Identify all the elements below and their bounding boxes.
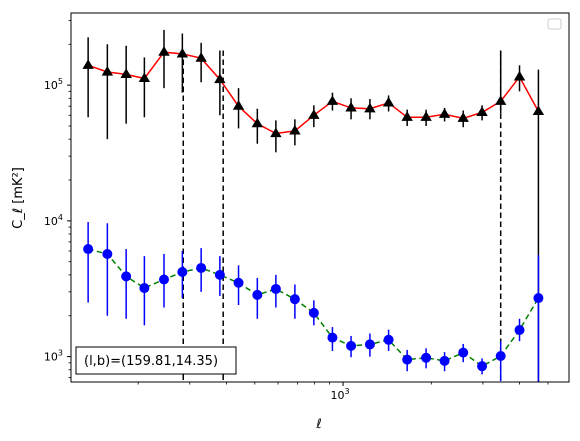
series-0-point-14 [345,101,357,112]
series-0-point-12 [308,109,320,119]
series-0-point-21 [476,106,488,116]
series-1-point-24 [533,293,544,304]
series-0-point-5 [176,47,189,58]
series-0 [82,29,545,382]
series-1-point-13 [327,332,338,343]
series-1-point-21 [477,361,488,372]
y-tick-label-2: 105 [44,77,63,92]
series-0-point-15 [364,102,376,113]
series-0-point-17 [401,111,413,121]
series-0-point-20 [457,112,469,122]
series-1-point-15 [364,339,375,350]
series-1-point-10 [270,283,281,294]
axis-ticks: 103 104 105 103 [44,19,549,402]
series-0-point-7 [214,73,226,84]
series-1-point-12 [308,307,319,318]
series-1-point-9 [252,289,263,300]
series-1-point-22 [495,351,506,362]
series-0-point-23 [513,70,526,81]
series-1-point-7 [214,269,225,280]
series-1-point-4 [159,274,170,285]
series-0-point-24 [532,105,545,116]
series-1-point-3 [139,283,150,294]
series-1 [83,222,544,382]
series-0-point-6 [195,52,207,62]
series-1-point-19 [439,355,450,366]
series-0-point-0 [82,59,94,69]
series-1-point-17 [402,354,413,365]
legend-box [547,18,562,30]
series-0-point-3 [138,72,151,83]
plot-content [82,29,545,382]
series-0-point-10 [270,127,282,138]
series-0-point-1 [101,65,114,76]
series-1-point-2 [121,271,132,282]
series-1-point-16 [383,334,394,345]
series-1-point-23 [514,325,525,336]
series-1-point-0 [83,244,94,255]
series-0-point-9 [251,117,264,128]
series-0-point-16 [382,96,395,107]
plot-frame [70,12,570,383]
series-0-point-4 [158,46,170,56]
series-1-point-18 [421,352,432,363]
x-tick-label-0: 103 [331,387,350,402]
series-1-point-5 [177,267,188,278]
series-1-point-1 [102,249,113,260]
series-1-point-6 [196,262,207,273]
series-0-point-13 [326,95,339,105]
annotation-text: (l,b)=(159.81,14.35) [84,354,218,369]
series-1-point-14 [346,340,357,351]
y-tick-label-0: 103 [44,349,63,364]
x-axis-label: ℓ [315,417,321,432]
series-1-point-8 [233,277,244,288]
series-0-point-2 [120,68,132,78]
series-0-point-22 [494,95,507,105]
series-1-point-11 [289,294,300,305]
series-0-point-11 [289,124,301,135]
series-1-point-20 [458,347,469,358]
annotation-box: (l,b)=(159.81,14.35) [75,346,237,375]
y-axis-label: C_ℓ [mK²] [11,167,26,229]
y-tick-label-1: 104 [44,213,63,228]
series-0-point-18 [420,111,432,121]
series-0-point-19 [438,108,451,118]
series-0-point-8 [232,100,245,110]
